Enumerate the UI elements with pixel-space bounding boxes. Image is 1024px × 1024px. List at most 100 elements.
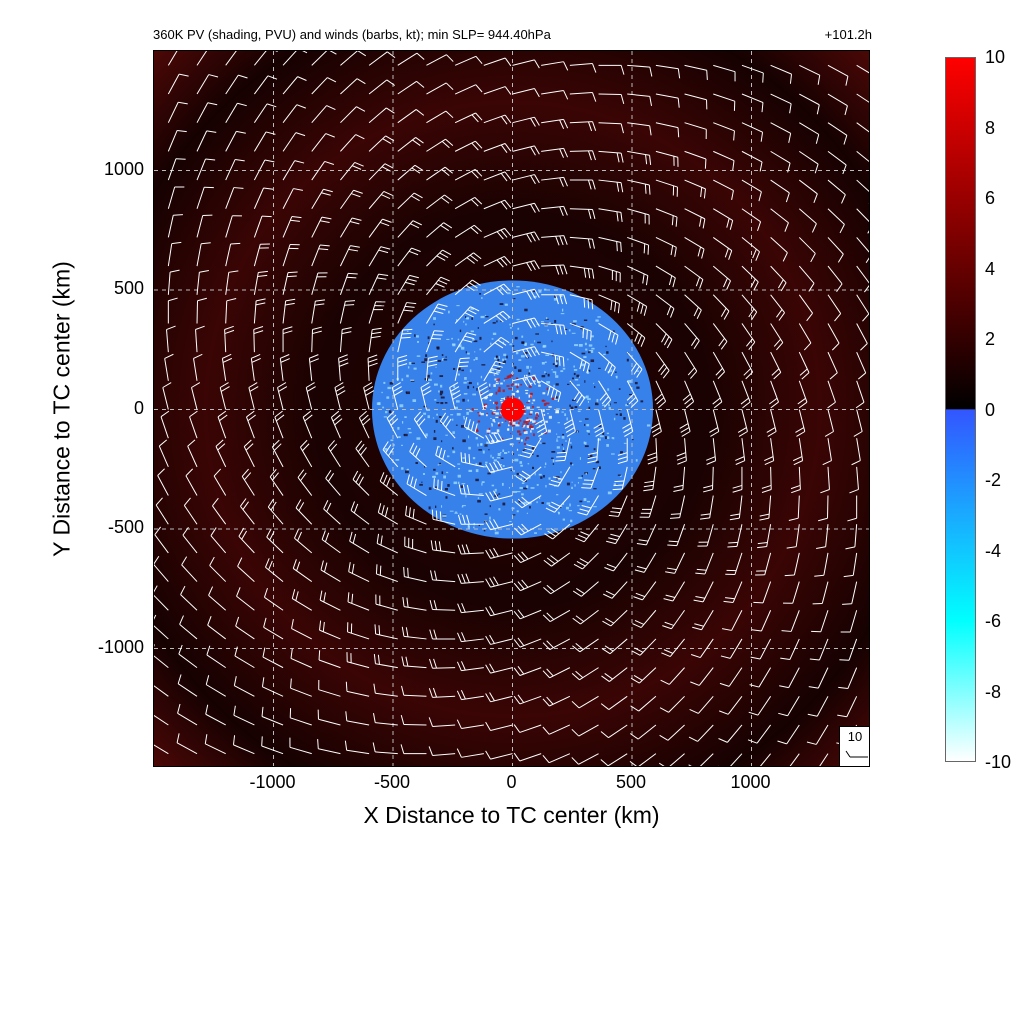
- pv-speckle: [526, 417, 529, 419]
- wind-barb-flag: [408, 507, 411, 518]
- wind-barb-flag: [559, 177, 564, 187]
- pv-speckle: [411, 362, 416, 364]
- wind-barb: [827, 122, 848, 136]
- pv-speckle: [516, 389, 519, 393]
- pv-speckle: [540, 476, 543, 479]
- pv-speckle: [584, 423, 586, 426]
- wind-barb: [741, 179, 762, 193]
- wind-barb-flag: [868, 203, 869, 204]
- wind-barb-flag: [485, 492, 491, 502]
- pv-speckle: [565, 440, 567, 442]
- wind-barb-flag: [530, 117, 536, 127]
- pv-speckle: [509, 443, 514, 446]
- wind-barb-flag: [319, 590, 323, 601]
- pv-speckle: [427, 336, 430, 340]
- wind-barb-flag: [700, 187, 703, 197]
- wind-barb: [684, 150, 707, 160]
- wind-barb: [569, 63, 593, 66]
- wind-barb: [598, 122, 622, 125]
- wind-barb-flag: [827, 401, 836, 409]
- wind-barb-flag: [769, 397, 778, 405]
- pv-speckle: [506, 292, 511, 295]
- wind-barb-flag: [323, 562, 328, 573]
- pv-speckle: [467, 399, 470, 402]
- wind-barb-flag: [433, 658, 438, 669]
- pv-speckle: [473, 359, 475, 361]
- pv-speckle: [588, 369, 591, 372]
- wind-barb: [160, 416, 169, 439]
- wind-barb-flag: [475, 84, 483, 93]
- pv-speckle: [437, 359, 442, 362]
- pv-speckle: [483, 527, 487, 530]
- wind-barb-flag: [732, 489, 743, 493]
- wind-barb-flag: [462, 339, 473, 343]
- pv-speckle: [389, 382, 393, 385]
- wind-barb-flag: [559, 148, 565, 158]
- wind-barb-flag: [210, 527, 217, 536]
- wind-barb-flag: [782, 252, 788, 262]
- wind-barb: [234, 685, 255, 697]
- pv-speckle: [446, 338, 450, 340]
- wind-barb-flag: [471, 170, 479, 179]
- pv-speckle: [541, 501, 544, 505]
- wind-barb-flag: [236, 587, 241, 597]
- pv-speckle: [439, 390, 444, 394]
- pv-speckle: [508, 424, 510, 427]
- pv-speckle: [556, 440, 559, 442]
- colorbar-tick-label: -4: [985, 540, 1002, 561]
- wind-barb-flag: [696, 309, 702, 319]
- wind-barb: [282, 132, 297, 152]
- pv-speckle: [612, 437, 615, 440]
- wind-barb-flag: [460, 689, 466, 700]
- wind-barb-flag: [636, 565, 647, 570]
- wind-barb-flag: [620, 123, 624, 134]
- wind-barb-flag: [442, 249, 452, 256]
- wind-barb-flag: [695, 596, 706, 599]
- wind-barb: [237, 565, 255, 582]
- wind-barb-flag: [723, 277, 728, 288]
- wind-barb-flag: [842, 603, 852, 605]
- wind-barb-flag: [747, 739, 758, 744]
- wind-barb-flag: [571, 673, 580, 681]
- wind-barb-flag: [767, 431, 777, 437]
- wind-barb-flag: [579, 508, 590, 512]
- pv-speckle: [452, 343, 456, 347]
- wind-barb-flag: [251, 353, 261, 359]
- pv-speckle: [509, 326, 512, 329]
- wind-barb-flag: [759, 161, 763, 172]
- wind-barb-flag: [788, 517, 799, 521]
- wind-barb-flag: [474, 423, 478, 433]
- wind-barb-flag: [673, 488, 683, 492]
- pv-speckle: [511, 392, 516, 396]
- pv-speckle: [564, 328, 568, 331]
- wind-barb-flag: [750, 278, 756, 288]
- wind-barb-flag: [393, 386, 402, 392]
- wind-barb-flag: [429, 600, 433, 610]
- wind-barb-flag: [647, 460, 658, 465]
- wind-barb-flag: [467, 309, 477, 315]
- pv-speckle: [483, 403, 488, 407]
- wind-barb-flag: [280, 358, 290, 363]
- wind-barb: [196, 158, 206, 181]
- y-tick-label: 1000: [103, 158, 144, 179]
- pv-speckle: [408, 431, 412, 434]
- pv-speckle: [433, 468, 436, 471]
- pv-speckle: [556, 494, 559, 496]
- wind-barb-flag: [538, 431, 547, 437]
- wind-barb-flag: [282, 330, 293, 335]
- pv-speckle: [478, 524, 480, 527]
- wind-barb-flag: [601, 396, 609, 405]
- wind-barb-flag: [590, 331, 592, 341]
- pv-speckle: [489, 387, 491, 389]
- wind-barb-flag: [493, 519, 499, 528]
- wind-barb-flag: [673, 484, 684, 488]
- pv-speckle: [473, 526, 475, 529]
- wind-barb-flag: [814, 163, 819, 174]
- wind-barb-flag: [517, 637, 525, 646]
- wind-barb-flag: [468, 454, 471, 464]
- wind-barb-flag: [462, 484, 466, 495]
- pv-speckle: [439, 393, 443, 396]
- pv-speckle: [590, 359, 595, 363]
- wind-barb-flag: [377, 654, 380, 665]
- pv-speckle: [426, 374, 430, 378]
